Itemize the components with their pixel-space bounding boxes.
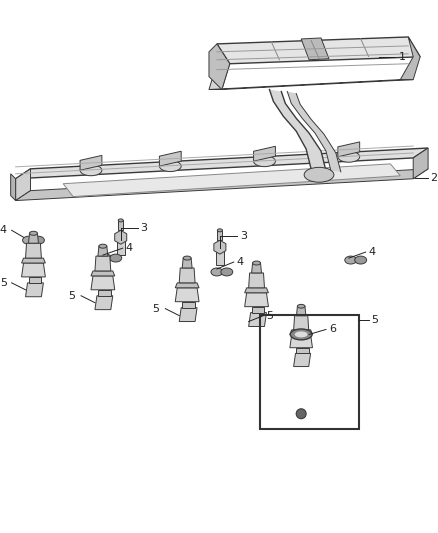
Ellipse shape [254, 156, 276, 167]
Polygon shape [290, 330, 312, 335]
Polygon shape [249, 273, 265, 288]
Polygon shape [11, 174, 16, 200]
Polygon shape [16, 148, 428, 179]
Polygon shape [245, 288, 268, 293]
Bar [216, 247, 224, 265]
Polygon shape [115, 230, 127, 244]
Ellipse shape [100, 254, 112, 262]
Polygon shape [338, 142, 360, 157]
Polygon shape [301, 38, 329, 60]
Polygon shape [293, 353, 311, 367]
Ellipse shape [99, 244, 107, 248]
Text: 1: 1 [398, 52, 405, 62]
Polygon shape [179, 308, 197, 321]
Circle shape [296, 409, 306, 419]
Polygon shape [251, 263, 261, 273]
Ellipse shape [295, 332, 307, 337]
Polygon shape [16, 169, 428, 200]
Ellipse shape [290, 329, 312, 340]
Text: 5: 5 [68, 290, 75, 301]
Polygon shape [175, 283, 199, 288]
Polygon shape [209, 44, 230, 90]
Ellipse shape [159, 160, 181, 172]
Polygon shape [175, 288, 199, 302]
Polygon shape [287, 92, 341, 172]
Polygon shape [297, 348, 309, 353]
Polygon shape [25, 283, 43, 297]
Ellipse shape [345, 256, 357, 264]
Polygon shape [179, 268, 195, 283]
Polygon shape [209, 79, 413, 90]
Polygon shape [254, 146, 276, 161]
Ellipse shape [338, 151, 360, 162]
Polygon shape [63, 164, 400, 197]
Polygon shape [297, 306, 306, 316]
Polygon shape [91, 271, 115, 276]
Ellipse shape [32, 236, 44, 244]
Bar [117, 237, 125, 255]
Ellipse shape [253, 261, 261, 265]
Polygon shape [251, 306, 265, 313]
Polygon shape [182, 302, 195, 308]
Ellipse shape [23, 236, 35, 244]
Polygon shape [95, 256, 111, 271]
Text: 5: 5 [0, 278, 7, 288]
Ellipse shape [183, 256, 191, 260]
Ellipse shape [110, 254, 122, 262]
Polygon shape [28, 277, 42, 283]
Ellipse shape [355, 256, 367, 264]
Polygon shape [98, 246, 108, 256]
Polygon shape [95, 296, 113, 310]
Ellipse shape [297, 304, 305, 308]
Polygon shape [293, 316, 309, 330]
Text: 2: 2 [430, 173, 437, 183]
Text: 4: 4 [126, 243, 133, 253]
Text: 4: 4 [369, 247, 376, 257]
Polygon shape [16, 169, 31, 200]
Ellipse shape [29, 231, 37, 235]
Polygon shape [413, 148, 428, 179]
Text: 5: 5 [152, 304, 159, 313]
Polygon shape [269, 90, 326, 171]
Ellipse shape [221, 268, 233, 276]
Polygon shape [28, 233, 39, 243]
Polygon shape [80, 156, 102, 170]
Polygon shape [25, 243, 42, 258]
Text: 5: 5 [371, 314, 378, 325]
Text: 4: 4 [0, 225, 7, 235]
Polygon shape [21, 258, 46, 263]
Text: 3: 3 [240, 231, 247, 241]
Bar [217, 230, 223, 240]
Polygon shape [98, 290, 111, 296]
Ellipse shape [211, 268, 223, 276]
Ellipse shape [118, 219, 123, 222]
Polygon shape [249, 313, 266, 327]
Text: 4: 4 [237, 257, 244, 267]
Ellipse shape [217, 229, 223, 232]
Polygon shape [290, 335, 312, 348]
Ellipse shape [80, 165, 102, 176]
Polygon shape [209, 64, 230, 90]
Polygon shape [159, 151, 181, 166]
Polygon shape [214, 240, 226, 254]
Polygon shape [182, 258, 192, 268]
Text: 5: 5 [266, 311, 273, 320]
Ellipse shape [304, 167, 334, 182]
Text: 3: 3 [141, 223, 148, 233]
Polygon shape [400, 37, 420, 79]
Polygon shape [217, 37, 420, 64]
Text: 6: 6 [329, 325, 336, 335]
Polygon shape [91, 276, 115, 290]
Polygon shape [245, 293, 268, 306]
Polygon shape [21, 263, 46, 277]
Bar [260, 314, 359, 429]
Bar [118, 220, 123, 230]
